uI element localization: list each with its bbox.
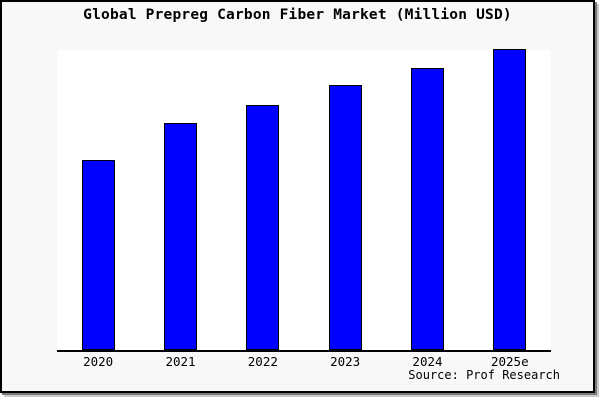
bar-2024	[410, 68, 444, 350]
bar-2023	[328, 84, 362, 350]
bar-2021	[163, 123, 197, 350]
x-tick-label-2025e: 2025e	[490, 354, 529, 369]
plot-area	[57, 48, 551, 352]
bar-slot-2022	[222, 50, 304, 350]
chart-frame: Global Prepreg Carbon Fiber Market (Mill…	[0, 0, 595, 393]
bar-slot-2023	[304, 50, 386, 350]
bar-slot-2024	[386, 50, 468, 350]
x-tick-label-2020: 2020	[83, 354, 114, 369]
x-tick-label-2024: 2024	[412, 354, 443, 369]
bar-2022	[246, 105, 280, 350]
bar-slot-2021	[139, 50, 221, 350]
x-tick-label-2023: 2023	[330, 354, 361, 369]
x-tick-label-2021: 2021	[165, 354, 196, 369]
bar-slot-2025e	[469, 48, 551, 350]
bar-2020	[81, 159, 115, 350]
bar-slot-2020	[57, 50, 139, 350]
source-credit: Source: Prof Research	[408, 368, 560, 382]
bar-2025e	[493, 48, 527, 350]
x-axis-labels: 2020 2021 2022 2023 2024 2025e	[57, 355, 551, 369]
x-tick-label-2022: 2022	[247, 354, 278, 369]
chart-title: Global Prepreg Carbon Fiber Market (Mill…	[83, 7, 512, 23]
bar-series	[57, 48, 551, 350]
